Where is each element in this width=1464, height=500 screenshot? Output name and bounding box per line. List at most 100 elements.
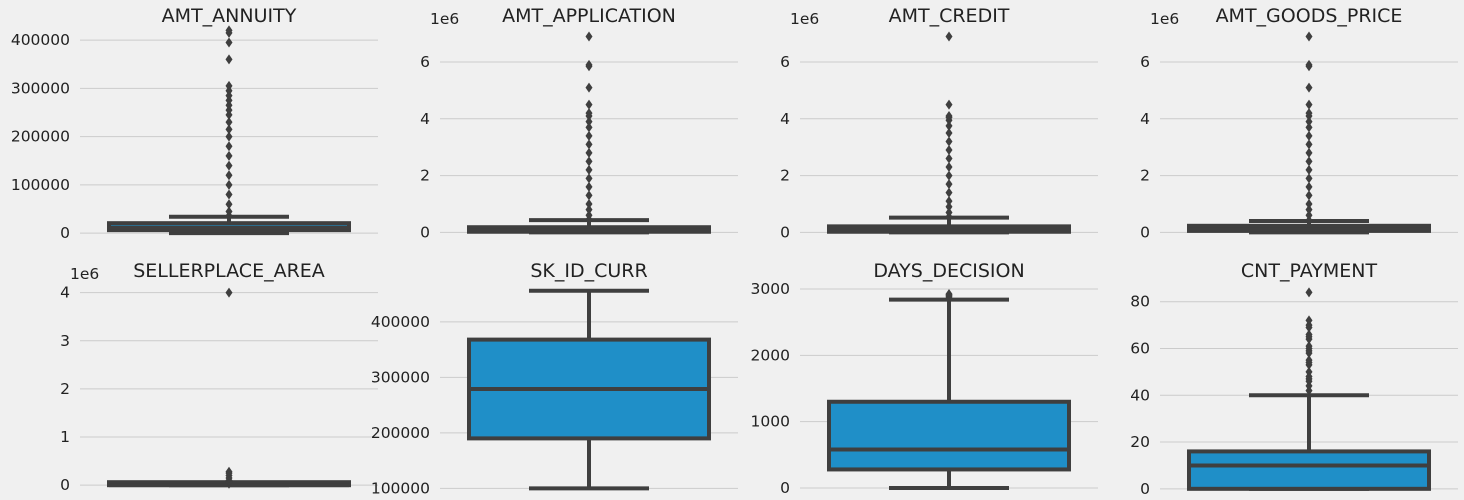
outlier-point bbox=[1305, 329, 1313, 340]
y-tick-label: 100000 bbox=[11, 176, 70, 194]
y-tick-label: 0 bbox=[1140, 480, 1150, 498]
y-tick-label: 6 bbox=[1140, 53, 1150, 71]
chart-panel: 100000 200000 300000 400000 SK_ID_CURR bbox=[371, 260, 738, 497]
outlier-point bbox=[585, 204, 593, 215]
chart-panel: 0 1000 2000 3000 DAYS_DECISION bbox=[751, 260, 1098, 497]
outlier-point bbox=[585, 210, 593, 221]
chart-panel: 0 2 4 6 1e6 AMT_APPLICATION bbox=[420, 5, 738, 241]
outlier-point bbox=[1305, 204, 1313, 215]
y-tick-label: 4 bbox=[780, 110, 790, 128]
outlier-point bbox=[945, 145, 953, 156]
outlier-point bbox=[1305, 116, 1313, 127]
outlier-point bbox=[945, 120, 953, 131]
outlier-point bbox=[585, 139, 593, 150]
outlier-point bbox=[585, 116, 593, 127]
outlier-point bbox=[1305, 355, 1313, 366]
outlier-point bbox=[1305, 173, 1313, 184]
outlier-point bbox=[225, 199, 233, 210]
y-tick-label: 80 bbox=[1130, 293, 1150, 311]
y-tick-label: 6 bbox=[420, 53, 430, 71]
outlier-point bbox=[945, 289, 953, 300]
chart-title: AMT_GOODS_PRICE bbox=[1216, 5, 1403, 27]
outlier-point bbox=[1305, 82, 1313, 93]
iqr-box bbox=[827, 399, 1071, 472]
outlier-point bbox=[945, 179, 953, 190]
y-tick-label: 6 bbox=[780, 53, 790, 71]
axis-offset-label: 1e6 bbox=[1150, 10, 1179, 28]
outlier-point bbox=[1305, 130, 1313, 141]
outlier-point bbox=[1305, 156, 1313, 167]
chart-title: SK_ID_CURR bbox=[530, 260, 647, 282]
outlier-point bbox=[585, 164, 593, 175]
outlier-point bbox=[585, 173, 593, 184]
outlier-point bbox=[1305, 215, 1313, 226]
outlier-point bbox=[945, 207, 953, 218]
y-tick-label: 3000 bbox=[751, 280, 790, 298]
outlier-point bbox=[1305, 366, 1313, 377]
outlier-point bbox=[585, 108, 593, 119]
outlier-point bbox=[225, 170, 233, 181]
y-tick-label: 0 bbox=[780, 479, 790, 497]
y-tick-label: 2000 bbox=[751, 346, 790, 364]
axis-offset-label: 1e6 bbox=[70, 265, 99, 283]
chart-title: AMT_ANNUITY bbox=[162, 5, 297, 27]
outlier-point bbox=[225, 117, 233, 128]
outlier-point bbox=[945, 196, 953, 207]
outlier-point bbox=[585, 181, 593, 192]
outlier-point bbox=[1305, 198, 1313, 209]
outlier-point bbox=[585, 156, 593, 167]
outlier-point bbox=[225, 25, 233, 36]
outlier-point bbox=[1305, 315, 1313, 326]
y-tick-label: 300000 bbox=[371, 368, 430, 386]
outlier-point bbox=[225, 37, 233, 48]
outlier-point bbox=[945, 162, 953, 173]
outlier-point bbox=[225, 131, 233, 142]
y-tick-label: 40 bbox=[1130, 386, 1150, 404]
y-tick-label: 400000 bbox=[371, 313, 430, 331]
outlier-point bbox=[1305, 147, 1313, 158]
outlier-point bbox=[1305, 210, 1313, 221]
outlier-point bbox=[945, 110, 953, 121]
outlier-point bbox=[945, 170, 953, 181]
outlier-point bbox=[585, 82, 593, 93]
outlier-point bbox=[1305, 287, 1313, 298]
outlier-point bbox=[225, 189, 233, 200]
outlier-point bbox=[945, 187, 953, 198]
y-tick-label: 1 bbox=[60, 428, 70, 446]
y-tick-label: 0 bbox=[60, 224, 70, 242]
y-tick-label: 4 bbox=[60, 284, 70, 302]
y-tick-label: 100000 bbox=[371, 479, 430, 497]
chart-panel: 0 20 40 60 80 CNT_PAYMENT bbox=[1130, 260, 1458, 498]
y-tick-label: 0 bbox=[1140, 223, 1150, 241]
outlier-point bbox=[225, 206, 233, 217]
outlier-point bbox=[585, 99, 593, 110]
iqr-box bbox=[1187, 449, 1431, 491]
outlier-point bbox=[585, 198, 593, 209]
chart-panel: 0 2 4 6 1e6 AMT_CREDIT bbox=[780, 5, 1098, 241]
outlier-point bbox=[585, 59, 593, 70]
outlier-point bbox=[1305, 99, 1313, 110]
y-tick-label: 3 bbox=[60, 332, 70, 350]
y-tick-label: 0 bbox=[780, 223, 790, 241]
outlier-point bbox=[225, 124, 233, 135]
outlier-point bbox=[585, 190, 593, 201]
y-tick-label: 0 bbox=[60, 476, 70, 494]
y-tick-label: 300000 bbox=[11, 79, 70, 97]
outlier-point bbox=[1305, 181, 1313, 192]
outlier-point bbox=[945, 153, 953, 164]
axis-offset-label: 1e6 bbox=[790, 10, 819, 28]
outlier-point bbox=[225, 80, 233, 91]
y-tick-label: 2 bbox=[1140, 167, 1150, 185]
outlier-point bbox=[225, 466, 233, 477]
chart-panel: 0 2 4 6 1e6 AMT_GOODS_PRICE bbox=[1140, 5, 1458, 241]
chart-title: CNT_PAYMENT bbox=[1241, 260, 1378, 282]
y-tick-label: 200000 bbox=[11, 128, 70, 146]
chart-title: SELLERPLACE_AREA bbox=[133, 260, 325, 282]
outlier-point bbox=[945, 128, 953, 138]
outlier-point bbox=[945, 31, 953, 42]
outlier-point bbox=[945, 136, 953, 147]
outlier-point bbox=[585, 147, 593, 158]
outlier-point bbox=[1305, 108, 1313, 119]
outlier-point bbox=[225, 141, 233, 152]
